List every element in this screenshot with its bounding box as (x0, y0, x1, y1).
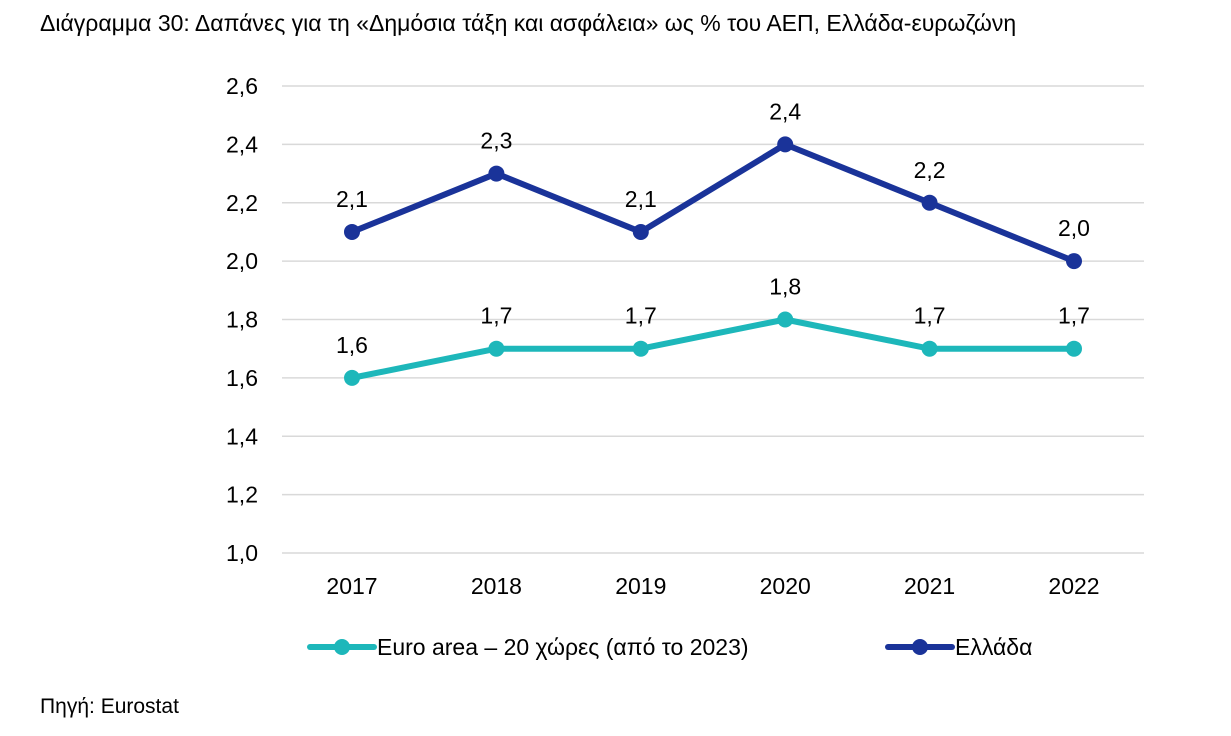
data-label: 1,7 (625, 303, 657, 329)
data-point (344, 369, 360, 386)
data-point (488, 165, 505, 182)
x-tick-label: 2022 (1048, 573, 1099, 599)
data-label: 2,0 (1058, 215, 1090, 241)
legend: Euro area – 20 χώρες (από το 2023) Ελλάδα (307, 634, 1032, 660)
data-label: 1,6 (336, 332, 368, 358)
legend-item: Ελλάδα (885, 634, 1032, 660)
chart-title: Διάγραμμα 30: Δαπάνες για τη «Δημόσια τά… (40, 10, 1017, 36)
x-tick-label: 2017 (326, 573, 377, 599)
data-point (1066, 253, 1082, 270)
data-label: 1,7 (480, 303, 512, 329)
data-point (921, 194, 938, 211)
data-label: 2,1 (336, 186, 368, 212)
x-axis-tick-labels: 2017 2018 2019 2020 2021 2022 (326, 573, 1099, 599)
series-lines (344, 136, 1082, 386)
y-tick-label: 2,4 (226, 131, 258, 157)
legend-swatch-marker (912, 639, 928, 655)
data-point (488, 340, 505, 357)
data-labels: 1,6 1,7 1,7 1,8 1,7 1,7 2,1 2,3 2,1 2,4 2,2 2,0 (336, 98, 1090, 358)
legend-label: Euro area – 20 χώρες (από το 2023) (377, 634, 749, 660)
data-point (632, 340, 649, 357)
legend-item: Euro area – 20 χώρες (από το 2023) (307, 634, 749, 660)
y-tick-label: 2,2 (226, 190, 258, 216)
data-point (777, 136, 794, 153)
data-point (777, 311, 794, 328)
y-tick-label: 1,2 (226, 482, 258, 508)
data-label: 2,4 (769, 98, 801, 124)
y-tick-label: 2,0 (226, 248, 258, 274)
legend-label: Ελλάδα (955, 634, 1032, 660)
y-tick-label: 1,0 (226, 540, 258, 566)
y-tick-label: 2,6 (226, 73, 258, 99)
y-tick-label: 1,4 (226, 423, 258, 449)
data-label: 2,2 (914, 157, 946, 183)
data-point (921, 340, 938, 357)
y-tick-label: 1,6 (226, 365, 258, 391)
gridlines (282, 85, 1144, 554)
legend-swatch-marker (334, 639, 350, 655)
data-label: 1,8 (769, 274, 801, 300)
x-tick-label: 2021 (904, 573, 955, 599)
data-label: 2,1 (625, 186, 657, 212)
x-tick-label: 2018 (471, 573, 522, 599)
data-label: 2,3 (480, 128, 512, 154)
source-note: Πηγή: Eurostat (40, 695, 179, 718)
data-label: 1,7 (1058, 303, 1090, 329)
y-tick-label: 1,8 (226, 307, 258, 333)
x-tick-label: 2019 (615, 573, 666, 599)
x-tick-label: 2020 (760, 573, 811, 599)
series-line (349, 316, 1077, 381)
data-label: 1,7 (914, 303, 946, 329)
y-axis-tick-labels: 1,0 1,2 1,4 1,6 1,8 2,0 2,2 2,4 2,6 (226, 73, 258, 566)
data-point (344, 223, 360, 240)
data-point (1066, 340, 1082, 357)
series-line (349, 141, 1077, 265)
data-point (632, 223, 649, 240)
